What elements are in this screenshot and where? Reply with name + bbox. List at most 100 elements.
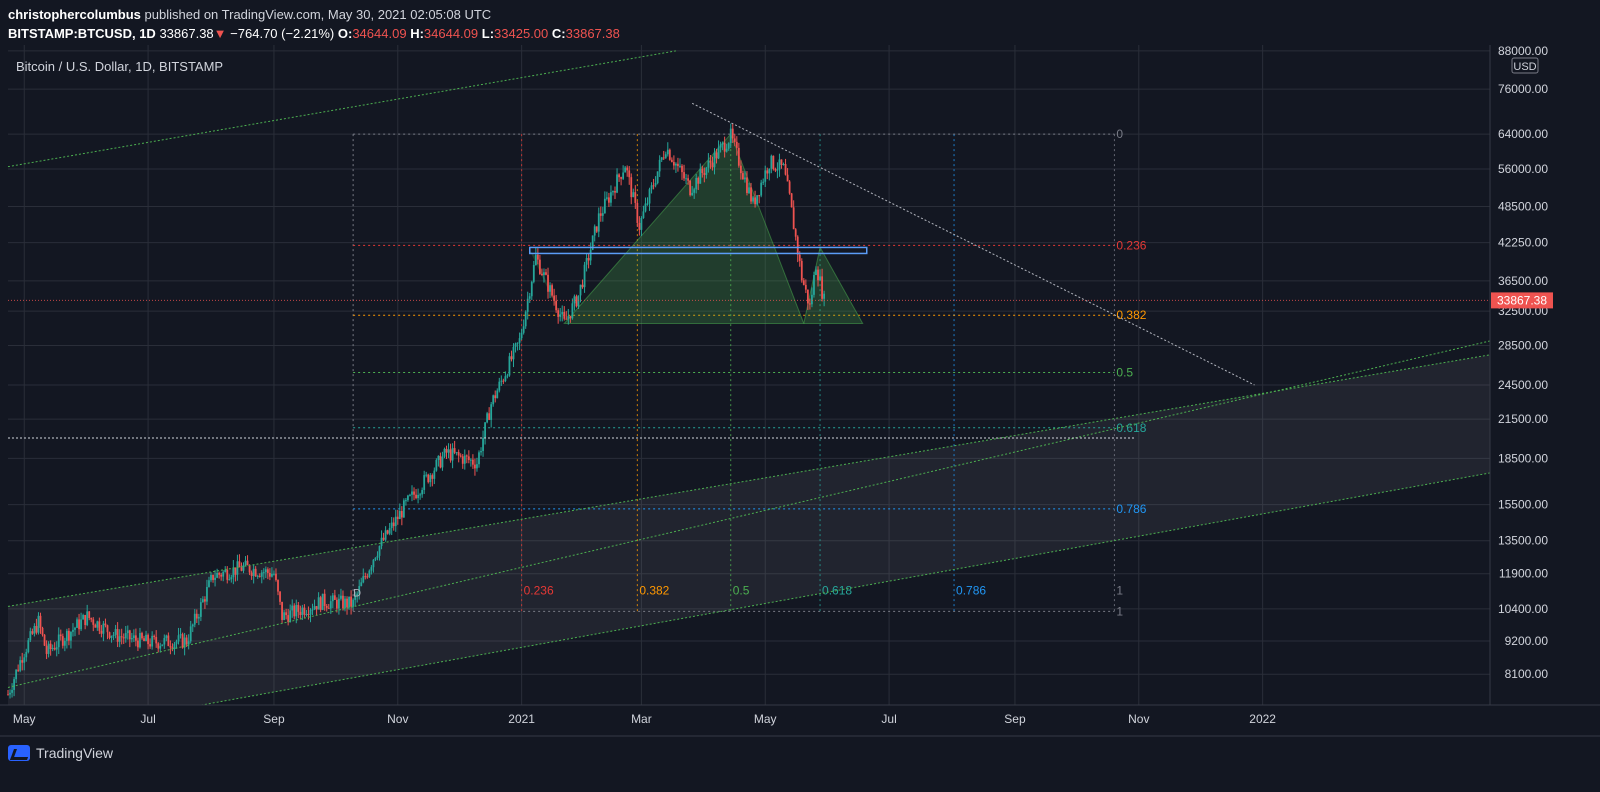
candle-body [179,634,182,636]
candle-body [106,625,109,633]
candle-body [163,638,166,645]
candle-body [11,689,13,693]
candle-body [476,464,478,469]
candle-body [346,598,348,608]
candle-body [258,575,261,577]
candle-body [721,142,724,145]
candle-body [782,164,785,166]
candle-body [772,155,775,170]
candle-body [532,264,535,282]
candle-body [98,621,101,631]
candle-body [335,599,338,609]
candle-body [271,573,273,577]
author-name[interactable]: christophercolumbus [8,7,141,22]
candle-body [43,634,46,646]
candle-body [137,640,139,648]
candle-body [638,222,641,230]
candle-body [670,159,673,162]
candle-body [447,449,450,453]
candle-body [632,192,635,198]
tradingview-brand[interactable]: TradingView [8,745,113,761]
candle-body [528,296,531,299]
candle-body [555,300,558,311]
candle-body [88,611,91,618]
trendlines: D [7,50,1491,741]
candle-body [289,610,292,622]
low-value: 33425.00 [494,26,549,41]
candle-body [762,181,765,183]
candle-body [364,576,367,578]
candle-body [382,537,385,540]
time-tick-label: May [13,712,36,726]
candle-body [628,170,631,178]
high-label: H: [410,26,424,41]
candle-body [281,601,283,620]
candle-body [654,183,657,186]
candle-body [699,168,702,184]
candle-body [366,576,369,578]
candle-body [733,138,736,142]
candle-body [478,452,480,465]
candle-body [624,167,627,173]
candle-body [23,657,26,663]
candle-body [57,634,60,648]
candle-body [455,452,458,454]
candle-body [400,511,403,518]
candle-body [388,528,391,534]
candle-body [309,609,312,615]
candle-body [571,303,574,319]
candle-body [435,459,438,471]
candle-body [279,591,281,602]
time-tick-label: 2022 [1249,712,1276,726]
candle-body [350,596,352,607]
candle-body [110,635,113,638]
candle-body [394,516,397,527]
candle-body [796,236,799,255]
candle-body [735,141,738,148]
candle-body [114,629,117,635]
candle-body [325,605,328,608]
candle-body [94,624,97,628]
candle-body [232,567,235,578]
candle-body [193,613,196,625]
candle-body [390,522,393,529]
candle-body [508,356,511,376]
candle-body [222,571,225,577]
published-text: published on TradingView.com, May 30, 20… [144,7,492,22]
candle-body [384,530,387,540]
candle-body [311,609,314,611]
candle-body [758,195,761,197]
candle-body [679,165,681,167]
candle-body [421,489,424,495]
candle-body [453,448,456,453]
time-tick-label: May [754,712,777,726]
trendline [7,472,1491,741]
candlestick-series [7,123,826,699]
candle-body [15,669,18,680]
candle-body [677,163,679,167]
candle-body [717,147,720,159]
candle-body [425,474,428,476]
candle-body [821,276,823,299]
neckline-box [528,246,868,255]
candle-body [331,595,334,602]
fib-level-label: 0 [1116,127,1123,141]
candle-body [498,381,501,391]
candle-body [372,559,375,568]
candle-body [786,174,789,182]
fib-time-label: 1 [1116,583,1123,597]
candle-body [234,567,237,575]
candle-body [183,637,186,648]
candle-body [72,629,74,632]
fib-time-label: 0.5 [733,583,750,597]
candle-body [299,611,302,615]
candle-body [798,254,801,261]
fib-level-label: 0.382 [1116,308,1146,322]
head-and-shoulders-pattern [529,133,864,325]
candle-body [802,280,805,285]
currency-badge [1511,57,1539,74]
candle-body [161,644,164,646]
fib-time-label: 0.382 [639,583,669,597]
candle-body [301,607,304,615]
